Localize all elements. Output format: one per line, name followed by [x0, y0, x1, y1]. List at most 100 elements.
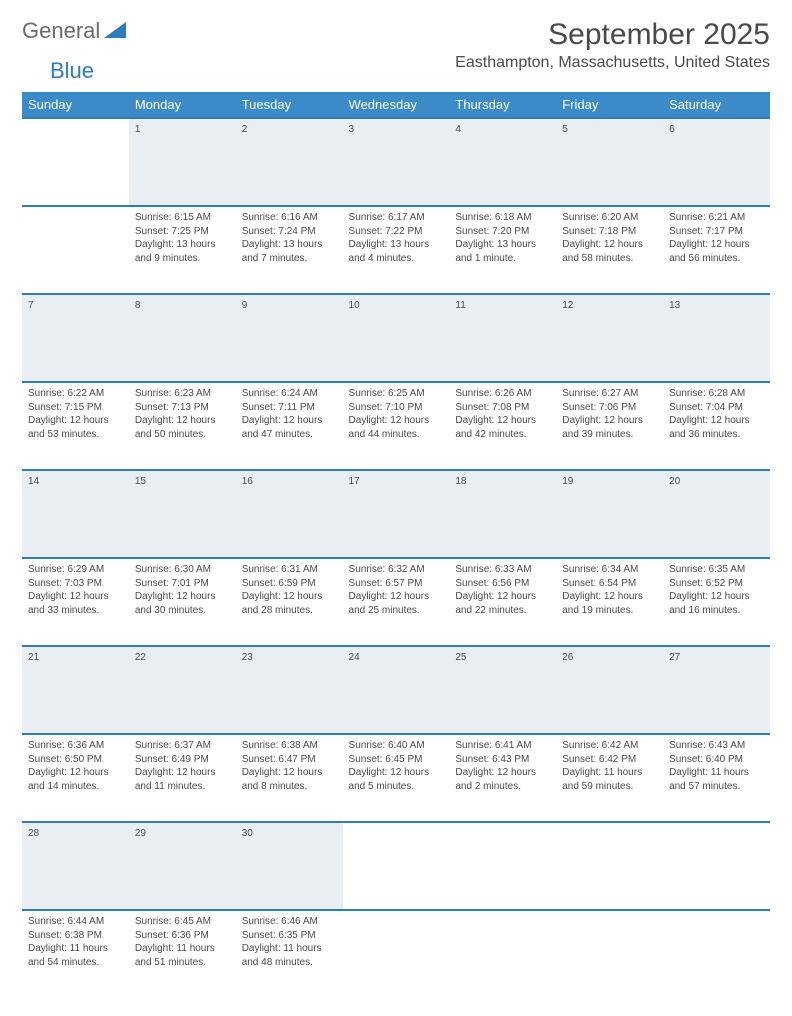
day-header: Friday: [556, 92, 663, 118]
day-number: [556, 822, 663, 910]
day-number: 29: [129, 822, 236, 910]
daylight-text: Daylight: 11 hours and 57 minutes.: [669, 766, 764, 793]
daylight-text: Daylight: 12 hours and 2 minutes.: [455, 766, 550, 793]
day-cell: Sunrise: 6:45 AMSunset: 6:36 PMDaylight:…: [129, 910, 236, 998]
sunrise-text: Sunrise: 6:36 AM: [28, 739, 123, 753]
daylight-text: Daylight: 12 hours and 5 minutes.: [349, 766, 444, 793]
day-header-row: Sunday Monday Tuesday Wednesday Thursday…: [22, 92, 770, 118]
daylight-text: Daylight: 12 hours and 50 minutes.: [135, 414, 230, 441]
day-cell: [556, 910, 663, 998]
sunrise-text: Sunrise: 6:25 AM: [349, 387, 444, 401]
day-number: 26: [556, 646, 663, 734]
sunset-text: Sunset: 6:47 PM: [242, 753, 337, 767]
daylight-text: Daylight: 12 hours and 25 minutes.: [349, 590, 444, 617]
sunrise-text: Sunrise: 6:41 AM: [455, 739, 550, 753]
day-number: [343, 822, 450, 910]
sunrise-text: Sunrise: 6:32 AM: [349, 563, 444, 577]
sunrise-text: Sunrise: 6:38 AM: [242, 739, 337, 753]
sunrise-text: Sunrise: 6:15 AM: [135, 211, 230, 225]
day-cell: Sunrise: 6:18 AMSunset: 7:20 PMDaylight:…: [449, 206, 556, 294]
sunset-text: Sunset: 6:56 PM: [455, 577, 550, 591]
day-number: 6: [663, 118, 770, 206]
day-cell: Sunrise: 6:33 AMSunset: 6:56 PMDaylight:…: [449, 558, 556, 646]
daylight-text: Daylight: 12 hours and 19 minutes.: [562, 590, 657, 617]
sunrise-text: Sunrise: 6:30 AM: [135, 563, 230, 577]
day-cell: Sunrise: 6:43 AMSunset: 6:40 PMDaylight:…: [663, 734, 770, 822]
sunrise-text: Sunrise: 6:27 AM: [562, 387, 657, 401]
sunrise-text: Sunrise: 6:46 AM: [242, 915, 337, 929]
day-number: 18: [449, 470, 556, 558]
daylight-text: Daylight: 12 hours and 58 minutes.: [562, 238, 657, 265]
day-cell: Sunrise: 6:15 AMSunset: 7:25 PMDaylight:…: [129, 206, 236, 294]
daylight-text: Daylight: 12 hours and 42 minutes.: [455, 414, 550, 441]
day-header: Monday: [129, 92, 236, 118]
content-row: Sunrise: 6:29 AMSunset: 7:03 PMDaylight:…: [22, 558, 770, 646]
daylight-text: Daylight: 11 hours and 54 minutes.: [28, 942, 123, 969]
sunset-text: Sunset: 7:25 PM: [135, 225, 230, 239]
daylight-text: Daylight: 12 hours and 11 minutes.: [135, 766, 230, 793]
sunrise-text: Sunrise: 6:34 AM: [562, 563, 657, 577]
sunset-text: Sunset: 7:22 PM: [349, 225, 444, 239]
logo-text-2: Blue: [50, 58, 94, 83]
content-row: Sunrise: 6:36 AMSunset: 6:50 PM Daylight:…: [22, 734, 770, 822]
sunset-text: Sunset: 6:49 PM: [135, 753, 230, 767]
daylight-text: Daylight: 12 hours and 56 minutes.: [669, 238, 764, 265]
sunset-text: Sunset: 6:36 PM: [135, 929, 230, 943]
day-cell: Sunrise: 6:42 AMSunset: 6:42 PMDaylight:…: [556, 734, 663, 822]
day-number: 14: [22, 470, 129, 558]
day-number: [449, 822, 556, 910]
daylight-text: Daylight: 12 hours and 53 minutes.: [28, 414, 123, 441]
daylight-text: Daylight: 12 hours and 47 minutes.: [242, 414, 337, 441]
month-title: September 2025: [455, 18, 770, 52]
daylight-text: Daylight: 12 hours and 30 minutes.: [135, 590, 230, 617]
daynum-row: 282930: [22, 822, 770, 910]
day-header: Thursday: [449, 92, 556, 118]
content-row: Sunrise: 6:22 AMSunset: 7:15 PMDaylight:…: [22, 382, 770, 470]
day-number: 12: [556, 294, 663, 382]
daylight-text: Daylight: 11 hours and 51 minutes.: [135, 942, 230, 969]
sunset-text: Sunset: 7:13 PM: [135, 401, 230, 415]
day-cell: Sunrise: 6:34 AMSunset: 6:54 PMDaylight:…: [556, 558, 663, 646]
day-number: 16: [236, 470, 343, 558]
daylight-text: Daylight: 12 hours and 36 minutes.: [669, 414, 764, 441]
sunrise-text: Sunrise: 6:17 AM: [349, 211, 444, 225]
day-number: 17: [343, 470, 450, 558]
day-cell: Sunrise: 6:41 AMSunset: 6:43 PMDaylight:…: [449, 734, 556, 822]
day-header: Sunday: [22, 92, 129, 118]
sunset-text: Sunset: 6:50 PM: [28, 753, 123, 767]
sunset-text: Sunset: 7:10 PM: [349, 401, 444, 415]
daynum-row: 21222324252627: [22, 646, 770, 734]
day-number: 7: [22, 294, 129, 382]
day-number: 30: [236, 822, 343, 910]
day-number: 5: [556, 118, 663, 206]
daynum-row: 123456: [22, 118, 770, 206]
daylight-text: Daylight: 12 hours and 33 minutes.: [28, 590, 123, 617]
day-cell: Sunrise: 6:37 AMSunset: 6:49 PMDaylight:…: [129, 734, 236, 822]
sunrise-text: Sunrise: 6:26 AM: [455, 387, 550, 401]
day-header: Tuesday: [236, 92, 343, 118]
daylight-text: Daylight: 12 hours and 22 minutes.: [455, 590, 550, 617]
day-cell: [663, 910, 770, 998]
sunset-text: Sunset: 7:18 PM: [562, 225, 657, 239]
day-cell: Sunrise: 6:17 AMSunset: 7:22 PMDaylight:…: [343, 206, 450, 294]
day-cell: Sunrise: 6:36 AMSunset: 6:50 PMDaylight:…: [22, 734, 129, 822]
daylight-text: Daylight: 13 hours and 9 minutes.: [135, 238, 230, 265]
day-number: 2: [236, 118, 343, 206]
sunrise-text: Sunrise: 6:23 AM: [135, 387, 230, 401]
content-row: Sunrise: 6:44 AMSunset: 6:38 PMDaylight:…: [22, 910, 770, 998]
day-cell: Sunrise: 6:40 AMSunset: 6:45 PMDaylight:…: [343, 734, 450, 822]
day-number: 9: [236, 294, 343, 382]
day-cell: Sunrise: 6:31 AMSunset: 6:59 PMDaylight:…: [236, 558, 343, 646]
day-number: 19: [556, 470, 663, 558]
day-number: 28: [22, 822, 129, 910]
sunset-text: Sunset: 6:45 PM: [349, 753, 444, 767]
daylight-text: Daylight: 11 hours and 59 minutes.: [562, 766, 657, 793]
daylight-text: Daylight: 12 hours and 39 minutes.: [562, 414, 657, 441]
sunrise-text: Sunrise: 6:44 AM: [28, 915, 123, 929]
sunrise-text: Sunrise: 6:20 AM: [562, 211, 657, 225]
daylight-text: Daylight: 12 hours and 44 minutes.: [349, 414, 444, 441]
day-cell: Sunrise: 6:22 AMSunset: 7:15 PMDaylight:…: [22, 382, 129, 470]
sunset-text: Sunset: 6:35 PM: [242, 929, 337, 943]
day-number: 3: [343, 118, 450, 206]
sunset-text: Sunset: 7:01 PM: [135, 577, 230, 591]
